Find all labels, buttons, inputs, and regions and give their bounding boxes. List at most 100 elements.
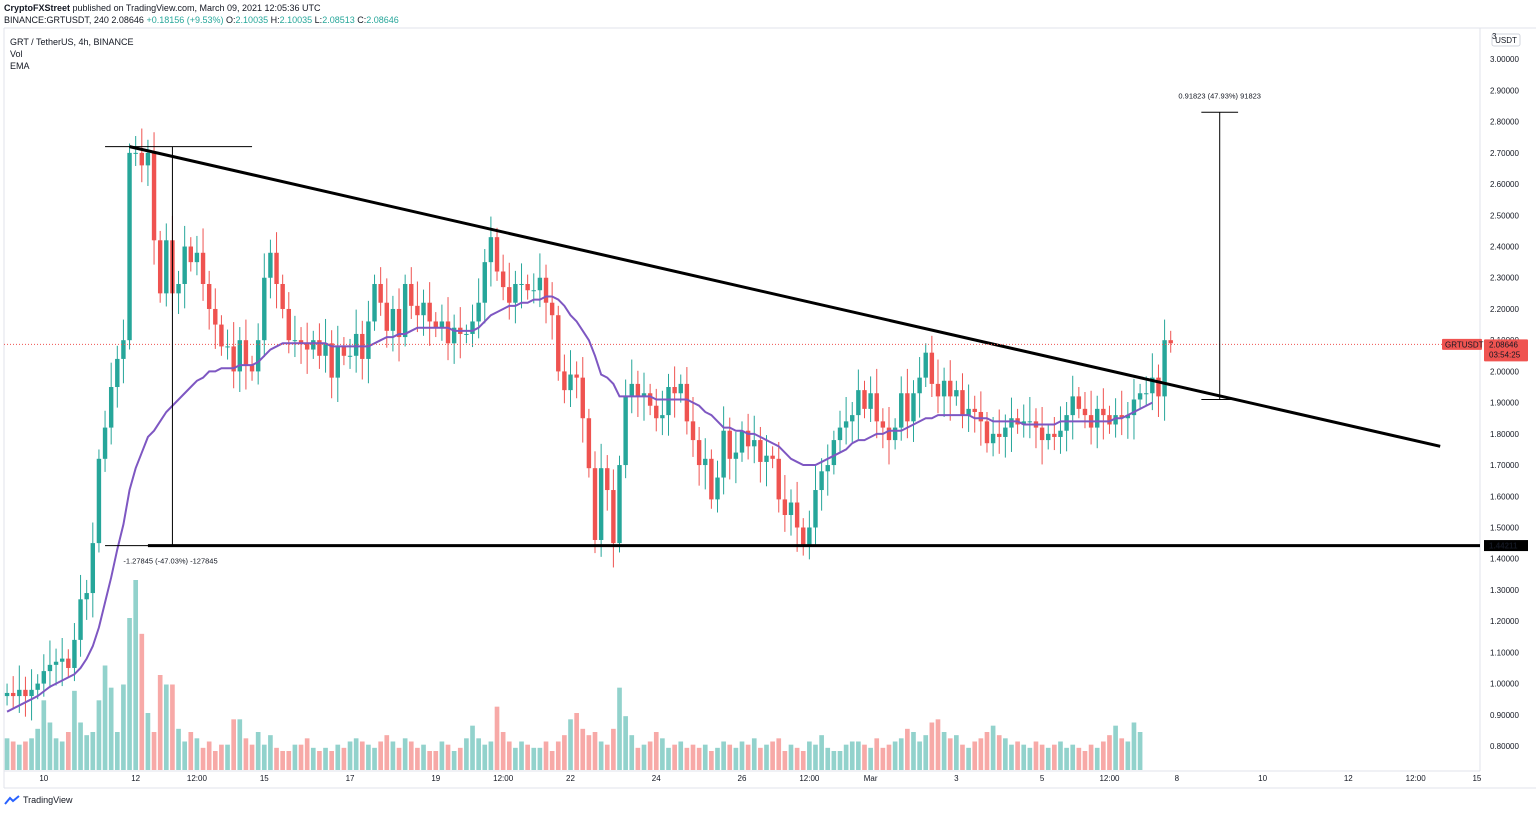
price-axis[interactable]: 0.80000 0.90000 1.00000 1.10000 1.20000 1.300… [1490,55,1519,751]
candle-body [635,383,641,397]
candle-body [862,390,867,409]
legend-ema[interactable]: EMA [10,61,30,71]
volume-bar [745,744,751,770]
close-label: C: [357,15,367,25]
candle-body [41,671,47,684]
open-value: 2.10035 [235,15,269,25]
candle-body [941,380,947,397]
volume-bar [898,738,904,770]
volume-bar [764,744,769,770]
volume-bar [476,738,481,770]
volume-bar [653,732,659,770]
volume-bar [978,738,984,770]
volume-bar [457,747,463,770]
current-price-label: 2.08646 [1489,340,1518,349]
candle-body [880,421,886,428]
volume-bar [427,751,432,770]
price-tick-label: 2.00000 [1490,367,1519,376]
candle-body [396,308,402,338]
volume-bar [580,728,586,770]
volume-bar [586,735,592,770]
candle-body [90,543,96,594]
candle-body [421,302,426,316]
volume-bar [660,738,665,770]
volume-bar [157,675,163,770]
legend-vol[interactable]: Vol [10,49,23,59]
volume-bar [935,719,941,770]
candle-body [237,340,242,372]
time-tick-label: 12:00 [1099,774,1120,783]
candle-body [654,405,659,419]
volume-bar [751,738,757,770]
volume-bar [274,747,279,770]
candle-body [733,452,739,459]
candle-body [948,380,953,397]
close-value: 2.08646 [366,15,399,25]
time-tick-label: 8 [1175,774,1180,783]
candle-body [598,468,604,540]
volume-bar [194,738,200,770]
volume-bar [317,751,322,770]
candle-body [329,343,334,378]
volume-bar [163,684,169,770]
volume-bar [139,633,145,770]
candle-body [213,308,218,325]
candle-body [108,387,114,428]
candle-body [366,321,371,359]
published-text: published on TradingView.com, March 09, … [72,3,321,13]
tradingview-brand[interactable]: TradingView [4,795,73,805]
candle-body [629,383,634,397]
volume-bar [506,741,512,770]
candle-body [200,252,206,284]
volume-bar [84,735,90,770]
candle-body [188,246,194,263]
candle-body [219,324,224,347]
price-tick-label: 1.80000 [1490,430,1519,439]
price-tick-label: 1.20000 [1490,617,1519,626]
volume-bar [439,741,445,770]
candle-body [72,639,77,668]
volume-bar [972,741,978,770]
volume-bar [200,747,206,770]
price-tick-label: 1.60000 [1490,492,1519,501]
symbol-prefix: BINANCE:GRTUSDT, 240 [4,15,109,25]
legend-title[interactable]: GRT / TetherUS, 4h, BINANCE [10,37,134,47]
volume-bar [696,747,702,770]
candle-body [133,152,138,154]
volume-bar [408,741,414,770]
volume-bar [170,684,175,770]
volume-bars [4,580,1143,770]
candle-body [788,502,794,516]
volume-bar [359,741,365,770]
candle-body [997,433,1002,437]
candle-body [929,352,935,384]
volume-bar [1015,741,1020,770]
candle-body [617,465,622,544]
candle-body [592,468,598,540]
candle-body [831,440,837,466]
candle-body [899,393,904,428]
low-value: 2.08513 [322,15,355,25]
candle-body [280,283,285,309]
high-label: H: [270,15,280,25]
publisher-name[interactable]: CryptoFXStreet [4,3,71,13]
volume-bar [843,744,849,770]
time-axis[interactable]: 10 12 12:00 15 17 19 12:00 22 24 26 12:00 Mar 3 5 12:0… [39,774,1482,783]
measure-up-tool: 0.91823 (47.93%) 91823 [1178,91,1261,400]
volume-bar [415,747,420,770]
measure-down-tool: -1.27845 (-47.03%) -127845 [105,146,253,566]
volume-bar [16,744,22,770]
candle-body [1150,377,1155,394]
volume-bar [219,744,224,770]
candle-body [758,440,763,462]
volume-bar [770,741,775,770]
volume-bar [1009,744,1014,770]
high-value: 2.10035 [279,15,313,25]
volume-bar [1088,744,1094,770]
candle-body [874,393,879,422]
volume-bar [800,751,806,770]
candle-body [78,599,83,640]
candle-body [157,240,163,294]
volume-bar [102,665,108,770]
